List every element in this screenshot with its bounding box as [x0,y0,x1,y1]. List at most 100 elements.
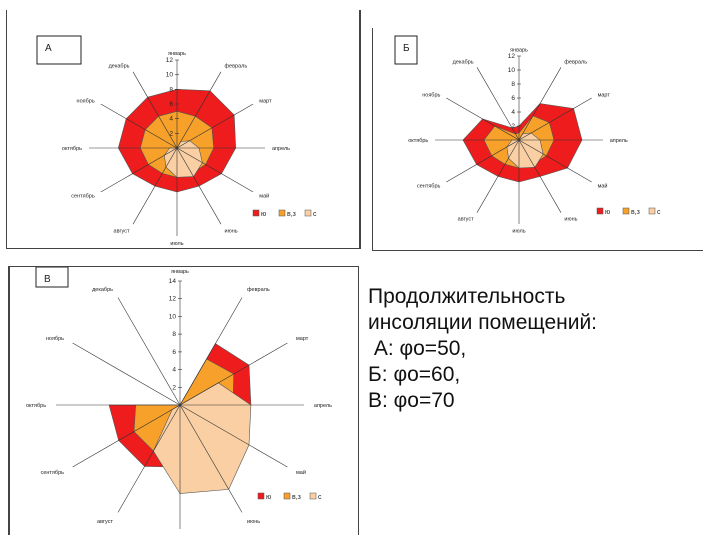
tick-label: 2 [169,130,173,137]
spoke [518,139,562,213]
legend-swatch [252,209,260,217]
spoke [518,139,592,183]
spoke [179,404,243,513]
category-label: май [598,182,608,189]
category-label: июль [170,241,183,247]
panel-label: Б [403,43,410,54]
category-label: март [259,99,272,105]
category-label: сентябрь [41,470,65,476]
category-label: декабрь [109,64,130,70]
radar-chart-v: Вянварьфевральмартапрельмайиюньиюльавгус… [8,266,359,535]
spoke [132,71,178,149]
tick-label: 8 [172,331,176,338]
legend-swatch [309,492,317,500]
category-label: октябрь [408,138,428,144]
legend-swatch [648,207,656,215]
series-3-area [153,382,252,494]
category-label: май [296,469,306,476]
tick-label: 4 [172,367,176,374]
category-label: март [296,336,309,342]
tick-label: 4 [511,109,515,116]
spoke [518,97,592,141]
tick-label: 10 [169,313,177,320]
category-label: сентябрь [71,194,95,200]
tick-label: 2 [511,123,515,130]
spoke [446,139,520,183]
category-label: декабрь [453,59,474,65]
category-label: октябрь [62,146,82,152]
spoke [179,342,288,406]
legend-label: ю [266,494,271,501]
tick-label: 2 [172,384,176,391]
category-label: июнь [247,519,260,525]
category-label: ноябрь [46,336,64,342]
spoke [476,139,520,213]
caption-line-5: В: φо=70 [368,389,455,412]
legend-label: с [318,494,322,501]
spoke [179,404,288,468]
category-label: апрель [272,146,290,152]
tick-label: 6 [169,101,173,108]
radar-chart-v-svg: Вянварьфевральмартапрельмайиюньиюльавгус… [26,267,332,529]
legend-swatch [278,209,286,217]
category-label: март [598,93,611,99]
legend-label: в,з [631,209,640,216]
category-label: декабрь [92,287,113,293]
spoke [446,97,520,141]
legend-swatch [283,492,291,500]
category-label: май [259,193,269,200]
tick-label: 8 [511,81,515,88]
caption-line-3: А: φо=50, [368,337,467,360]
category-label: август [458,217,474,223]
legend-label: с [313,211,317,218]
spoke [72,404,181,468]
panel-label: А [45,43,52,54]
legend-swatch [596,207,604,215]
spoke [117,297,181,406]
spoke [176,103,254,149]
legend-label: в,з [292,494,301,501]
tick-label: 10 [508,67,516,74]
spoke [72,342,181,406]
category-label: апрель [314,403,332,409]
spoke [117,404,181,513]
tick-label: 12 [169,296,177,303]
tick-label: 8 [169,86,173,93]
category-label: сентябрь [417,183,441,189]
legend-label: в,з [287,211,296,218]
caption-line-1: Продолжительность [368,285,566,308]
category-label: август [97,519,113,525]
caption-line-2: инсоляции помещений: [368,311,598,334]
tick-label: 6 [172,349,176,356]
legend-label: с [657,209,661,216]
tick-label: 10 [166,72,174,79]
tick-label: 14 [169,278,177,285]
spoke [179,297,243,406]
category-label: октябрь [26,403,46,409]
spoke [132,147,178,225]
category-label: февраль [225,64,248,70]
spoke [176,147,222,225]
caption-line-4: Б: φо=60, [368,363,461,386]
category-label: апрель [610,138,628,144]
legend-swatch [622,207,630,215]
category-label: август [114,228,130,234]
category-label: январь [168,51,186,57]
tick-label: 4 [169,116,173,123]
spoke [476,67,520,141]
legend-label: ю [261,211,266,218]
category-label: ноябрь [422,93,440,99]
panel-label-box [394,35,418,65]
category-label: январь [171,269,189,275]
panel-label: В [44,274,51,285]
panel-label-box [36,35,82,65]
spoke [100,103,178,149]
spoke [100,147,178,193]
legend-swatch [257,492,265,500]
tick-label: 12 [166,57,174,64]
legend-label: ю [605,209,610,216]
